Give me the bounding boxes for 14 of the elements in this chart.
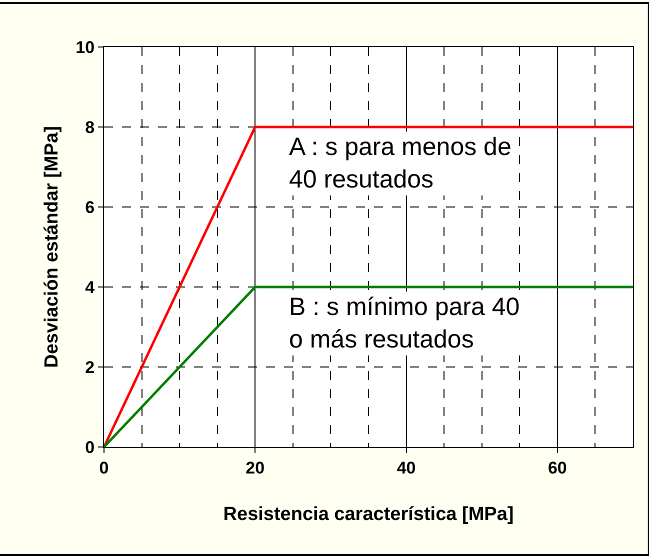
y-tick-label: 8 <box>85 118 95 137</box>
y-tick-label: 6 <box>85 198 95 217</box>
y-tick-label: 10 <box>76 38 95 57</box>
y-axis-title: Desviación estándar [MPa] <box>42 126 63 368</box>
x-tick-label: 20 <box>246 458 265 478</box>
x-tick-label: 40 <box>396 458 416 478</box>
y-tick-label: 4 <box>85 278 96 297</box>
annotation: A : s para menos de 40 resutados <box>289 133 512 194</box>
x-tick-label: 0 <box>99 458 109 478</box>
annotation: B : s mínimo para 40 o más resutados <box>289 293 520 354</box>
x-axis-title: Resistencia característica [MPa] <box>223 504 514 526</box>
x-tick-label: 60 <box>548 458 567 478</box>
y-tick-label: 0 <box>85 438 95 457</box>
y-tick-label: 2 <box>85 358 95 377</box>
